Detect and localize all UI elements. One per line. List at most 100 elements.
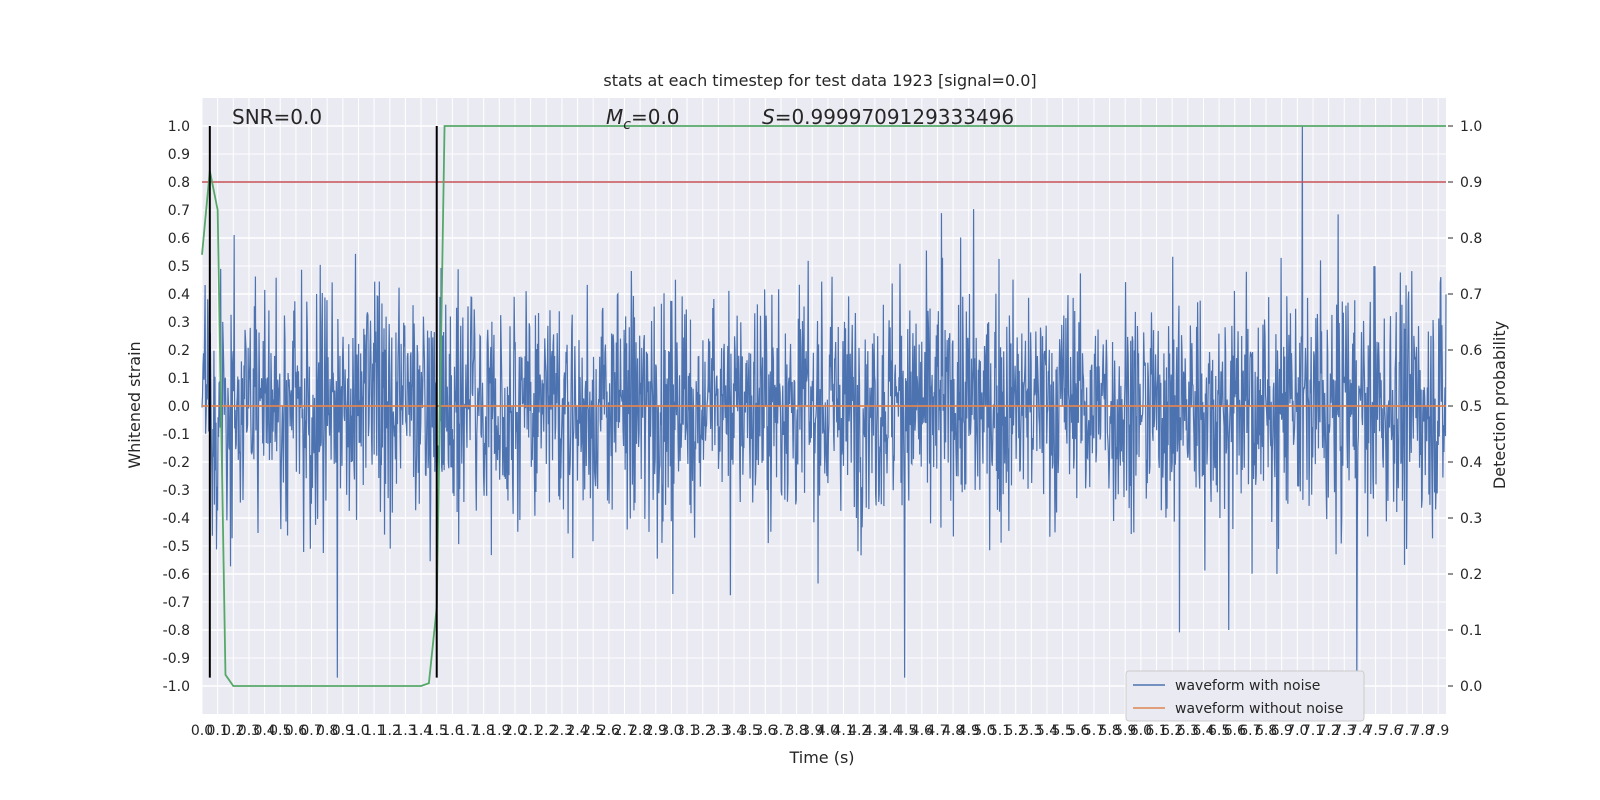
- x-tick-label: 2.7: [613, 723, 635, 739]
- x-tick-label: 2.8: [629, 723, 651, 739]
- waveform-with-noise-line: [201, 125, 1447, 678]
- y-axis-label: Whitened strain: [125, 341, 144, 468]
- y-tick-label: -1.0: [163, 679, 190, 695]
- mc-value: =0.0: [631, 105, 680, 129]
- x-tick-label: 6.3: [1177, 723, 1199, 739]
- x-tick-label: 6.4: [1192, 723, 1214, 739]
- x-tick-label: 1.0: [347, 723, 369, 739]
- x-tick-label: 0.1: [207, 723, 229, 739]
- x-tick-label: 0.8: [316, 723, 338, 739]
- y-tick-label: -0.2: [163, 455, 190, 471]
- y-tick-label: -0.4: [163, 511, 190, 527]
- y-tick-label: 0.9: [168, 147, 190, 163]
- x-tick-label: 2.9: [645, 723, 667, 739]
- x-tick-label: 7.3: [1333, 723, 1355, 739]
- s-annotation: S=0.9999709129333496: [762, 105, 1014, 129]
- x-tick-label: 6.6: [1224, 723, 1246, 739]
- x-tick-label: 2.3: [551, 723, 573, 739]
- x-tick-label: 7.6: [1380, 723, 1402, 739]
- mc-symbol: M: [606, 105, 623, 129]
- y-tick-label: 0.3: [168, 315, 190, 331]
- x-tick-label: 3.6: [754, 723, 776, 739]
- x-tick-label: 0.6: [285, 723, 307, 739]
- legend-label-clean: waveform without noise: [1175, 701, 1343, 717]
- x-tick-label: 5.6: [1067, 723, 1089, 739]
- x-tick-label: 0.2: [222, 723, 244, 739]
- y2-tick-label: 0.8: [1460, 231, 1482, 247]
- x-tick-label: 1.8: [473, 723, 495, 739]
- x-tick-label: 2.1: [519, 723, 541, 739]
- y-tick-label: 1.0: [168, 119, 190, 135]
- x-tick-label: 3.4: [723, 723, 745, 739]
- x-tick-label: 1.5: [426, 723, 448, 739]
- y-tick-label: 0.5: [168, 259, 190, 275]
- x-tick-label: 1.7: [457, 723, 479, 739]
- x-tick-label: 3.5: [739, 723, 761, 739]
- x-tick-label: 7.4: [1349, 723, 1371, 739]
- x-tick-label: 3.7: [770, 723, 792, 739]
- x-tick-label: 5.2: [1005, 723, 1027, 739]
- y2-tick-label: 0.5: [1460, 399, 1482, 415]
- y-tick-label: -0.9: [163, 651, 190, 667]
- x-tick-label: 2.4: [566, 723, 588, 739]
- x-tick-label: 5.3: [1020, 723, 1042, 739]
- x-tick-label: 7.7: [1396, 723, 1418, 739]
- y-tick-label: -0.7: [163, 595, 190, 611]
- x-tick-label: 3.0: [660, 723, 682, 739]
- snr-annotation: SNR=0.0: [232, 105, 322, 129]
- x-tick-label: 5.8: [1098, 723, 1120, 739]
- s-symbol: S: [762, 105, 775, 129]
- x-tick-label: 5.1: [989, 723, 1011, 739]
- x-tick-label: 2.0: [504, 723, 526, 739]
- y2-tick-label: 0.6: [1460, 343, 1482, 359]
- x-tick-label: 6.0: [1130, 723, 1152, 739]
- detection-probability-line: [201, 125, 1446, 687]
- lines: [201, 125, 1446, 687]
- y2-tick-label: 0.3: [1460, 511, 1482, 527]
- x-tick-label: 7.5: [1364, 723, 1386, 739]
- x-tick-label: 0.5: [269, 723, 291, 739]
- y-tick-label: -0.3: [163, 483, 190, 499]
- y2-tick-label: 0.1: [1460, 623, 1482, 639]
- legend-box: [1125, 670, 1365, 722]
- y2-tick-label: 0.7: [1460, 287, 1482, 303]
- y-tick-label: 0.8: [168, 175, 190, 191]
- x-tick-label: 0.3: [238, 723, 260, 739]
- x-tick-label: 7.1: [1302, 723, 1324, 739]
- x-tick-label: 7.9: [1427, 723, 1449, 739]
- legend: waveform with noise waveform without noi…: [1125, 670, 1365, 722]
- x-tick-label: 0.0: [191, 723, 213, 739]
- x-tick-label: 1.4: [410, 723, 432, 739]
- x-tick-label: 7.2: [1318, 723, 1340, 739]
- y2-tick-label: 0.2: [1460, 567, 1482, 583]
- mc-annotation: Mc=0.0: [606, 105, 680, 133]
- x-tick-label: 6.9: [1271, 723, 1293, 739]
- axes: 0.00.10.20.30.40.50.60.70.80.91.01.11.21…: [163, 119, 1483, 739]
- y2-tick-label: 0.4: [1460, 455, 1482, 471]
- x-tick-label: 2.2: [535, 723, 557, 739]
- x-tick-label: 4.9: [958, 723, 980, 739]
- y-tick-label: 0.2: [168, 343, 190, 359]
- x-tick-label: 7.0: [1286, 723, 1308, 739]
- x-tick-label: 0.9: [332, 723, 354, 739]
- y-tick-label: 0.6: [168, 231, 190, 247]
- x-tick-label: 6.8: [1255, 723, 1277, 739]
- x-tick-label: 3.3: [707, 723, 729, 739]
- x-tick-label: 4.8: [942, 723, 964, 739]
- chart-title: stats at each timestep for test data 192…: [603, 71, 1036, 90]
- legend-label-noise: waveform with noise: [1175, 678, 1320, 694]
- y-tick-label: -0.8: [163, 623, 190, 639]
- x-axis-label: Time (s): [788, 748, 854, 767]
- s-value: =0.9999709129333496: [775, 105, 1014, 129]
- x-tick-label: 2.5: [582, 723, 604, 739]
- y-tick-label: -0.1: [163, 427, 190, 443]
- x-tick-label: 5.7: [1083, 723, 1105, 739]
- x-tick-label: 1.9: [488, 723, 510, 739]
- x-tick-label: 1.3: [394, 723, 416, 739]
- x-tick-label: 5.9: [1114, 723, 1136, 739]
- x-tick-label: 4.3: [864, 723, 886, 739]
- x-tick-label: 4.0: [817, 723, 839, 739]
- x-tick-label: 3.1: [676, 723, 698, 739]
- x-tick-label: 1.1: [363, 723, 385, 739]
